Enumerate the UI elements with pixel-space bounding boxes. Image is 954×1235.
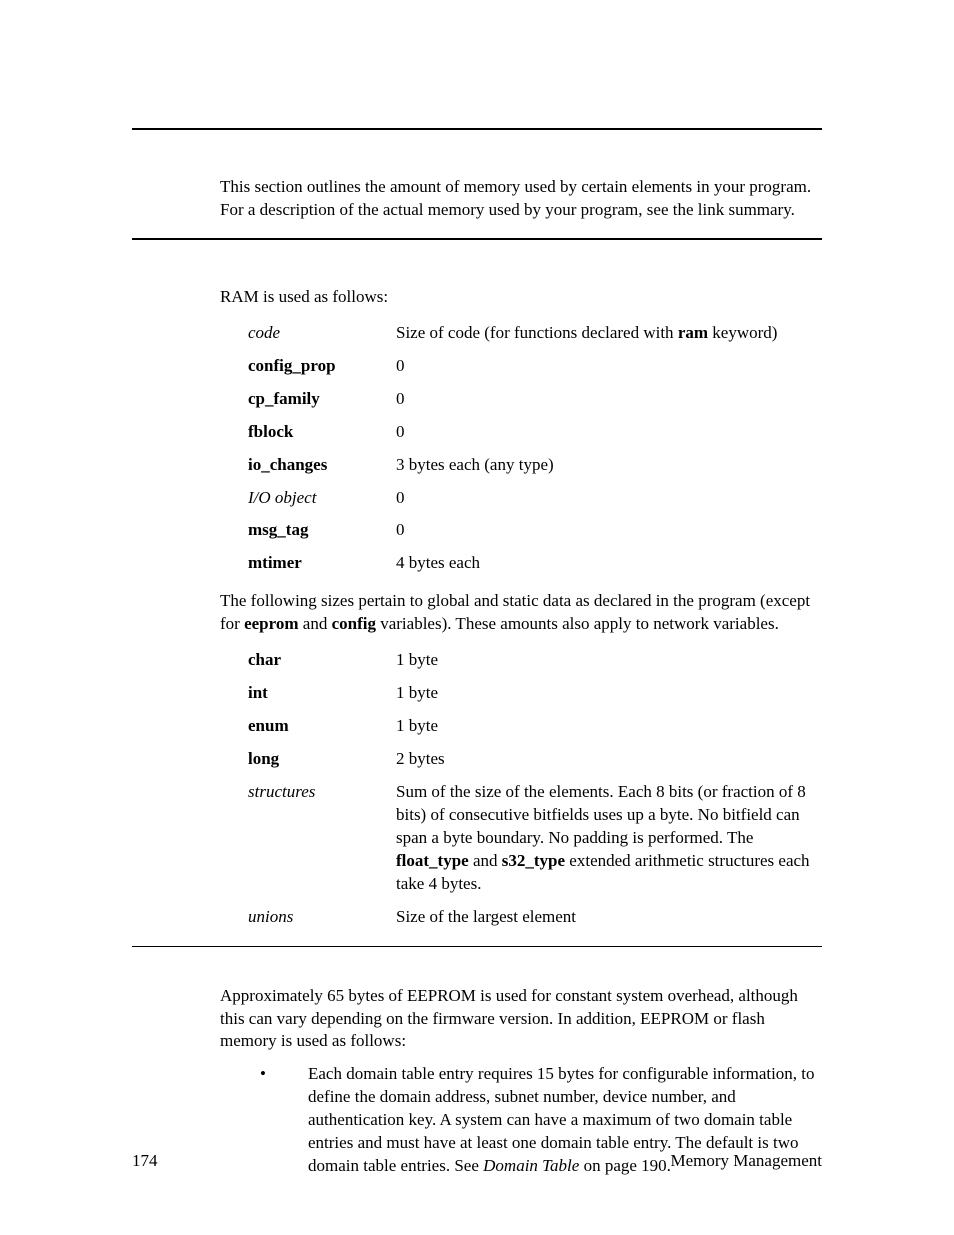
desc-bold: ram bbox=[678, 323, 708, 342]
desc: 0 bbox=[396, 487, 822, 510]
ram-row-code: code Size of code (for functions declare… bbox=[220, 317, 822, 350]
desc: Size of code (for functions declared wit… bbox=[396, 322, 822, 345]
term: io_changes bbox=[220, 454, 396, 477]
term: cp_family bbox=[220, 388, 396, 411]
term: enum bbox=[220, 715, 396, 738]
desc: 1 byte bbox=[396, 682, 822, 705]
ram-block: RAM is used as follows: code Size of cod… bbox=[132, 240, 822, 947]
ram-mid-paragraph: The following sizes pertain to global an… bbox=[220, 590, 822, 636]
term: mtimer bbox=[220, 552, 396, 575]
struct-mid: and bbox=[469, 851, 502, 870]
ram-table-2: char 1 byte int 1 byte enum 1 byte long … bbox=[220, 644, 822, 933]
eeprom-block: Approximately 65 bytes of EEPROM is used… bbox=[132, 947, 822, 1179]
intro-block: This section outlines the amount of memo… bbox=[132, 128, 822, 240]
mid-post: variables). These amounts also apply to … bbox=[376, 614, 779, 633]
ram-row-unions: unions Size of the largest element bbox=[220, 901, 822, 934]
desc: 0 bbox=[396, 519, 822, 542]
ram-row-cp-family: cp_family 0 bbox=[220, 383, 822, 416]
term: fblock bbox=[220, 421, 396, 444]
ram-row-io-object: I/O object 0 bbox=[220, 482, 822, 515]
struct-b2: s32_type bbox=[502, 851, 565, 870]
desc: 2 bytes bbox=[396, 748, 822, 771]
eeprom-paragraph: Approximately 65 bytes of EEPROM is used… bbox=[220, 985, 822, 1054]
page: This section outlines the amount of memo… bbox=[0, 0, 954, 1235]
ram-row-enum: enum 1 byte bbox=[220, 710, 822, 743]
desc-pre: Size of code (for functions declared wit… bbox=[396, 323, 678, 342]
section-title: Memory Management bbox=[670, 1151, 822, 1171]
term: int bbox=[220, 682, 396, 705]
term: structures bbox=[220, 781, 396, 804]
ram-table-1: code Size of code (for functions declare… bbox=[220, 317, 822, 581]
desc: Size of the largest element bbox=[396, 906, 822, 929]
ram-row-io-changes: io_changes 3 bytes each (any type) bbox=[220, 449, 822, 482]
term: unions bbox=[220, 906, 396, 929]
ram-row-fblock: fblock 0 bbox=[220, 416, 822, 449]
term: long bbox=[220, 748, 396, 771]
desc: 3 bytes each (any type) bbox=[396, 454, 822, 477]
bullet-icon: • bbox=[220, 1063, 308, 1086]
desc: 1 byte bbox=[396, 715, 822, 738]
page-number: 174 bbox=[132, 1151, 158, 1171]
ram-row-structures: structures Sum of the size of the elemen… bbox=[220, 776, 822, 901]
term: char bbox=[220, 649, 396, 672]
intro-paragraph: This section outlines the amount of memo… bbox=[220, 176, 822, 222]
page-footer: 174 Memory Management bbox=[132, 1151, 822, 1171]
ram-row-config-prop: config_prop 0 bbox=[220, 350, 822, 383]
desc: 0 bbox=[396, 388, 822, 411]
desc: 1 byte bbox=[396, 649, 822, 672]
mid-b1: eeprom bbox=[244, 614, 298, 633]
ram-row-char: char 1 byte bbox=[220, 644, 822, 677]
term: I/O object bbox=[220, 487, 396, 510]
desc: 4 bytes each bbox=[396, 552, 822, 575]
ram-lead: RAM is used as follows: bbox=[220, 286, 822, 309]
desc-post: keyword) bbox=[708, 323, 777, 342]
ram-row-int: int 1 byte bbox=[220, 677, 822, 710]
desc: Sum of the size of the elements. Each 8 … bbox=[396, 781, 822, 896]
mid-mid: and bbox=[299, 614, 332, 633]
desc: 0 bbox=[396, 421, 822, 444]
ram-row-long: long 2 bytes bbox=[220, 743, 822, 776]
mid-b2: config bbox=[332, 614, 376, 633]
ram-row-msg-tag: msg_tag 0 bbox=[220, 514, 822, 547]
term: config_prop bbox=[220, 355, 396, 378]
term: code bbox=[220, 322, 396, 345]
desc: 0 bbox=[396, 355, 822, 378]
term: msg_tag bbox=[220, 519, 396, 542]
struct-pre: Sum of the size of the elements. Each 8 … bbox=[396, 782, 806, 847]
ram-row-mtimer: mtimer 4 bytes each bbox=[220, 547, 822, 580]
struct-b1: float_type bbox=[396, 851, 469, 870]
